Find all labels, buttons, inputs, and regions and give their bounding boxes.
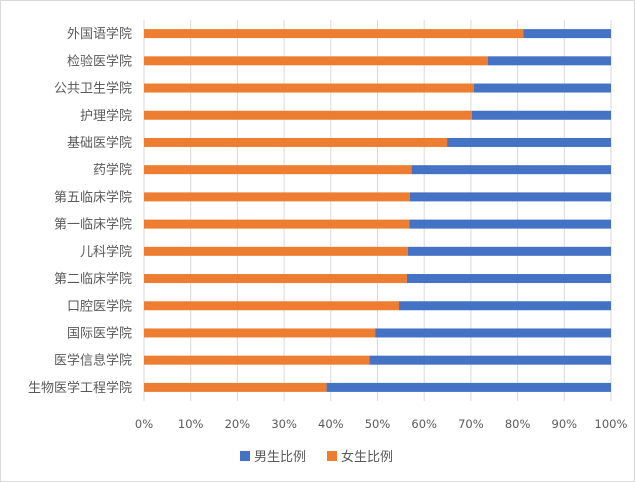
bar-male-ratio	[407, 246, 611, 256]
bar-female-ratio	[144, 355, 370, 365]
category-label: 儿科学院	[80, 244, 132, 260]
bar-male-ratio	[447, 137, 611, 147]
bar-female-ratio	[144, 192, 410, 202]
bar-male-ratio	[369, 355, 611, 365]
category-label: 基础医学院	[67, 135, 132, 151]
x-tick-label: 90%	[552, 417, 578, 431]
x-tick-label: 80%	[505, 417, 531, 431]
x-tick-label: 60%	[411, 417, 437, 431]
grid-lines	[143, 20, 612, 401]
bar-female-ratio	[144, 382, 327, 392]
legend-swatch	[240, 451, 250, 461]
category-label: 检验医学院	[67, 53, 132, 69]
x-tick-label: 20%	[225, 417, 251, 431]
category-label: 国际医学院	[67, 325, 132, 341]
bar-female-ratio	[144, 56, 488, 66]
bar-male-ratio	[326, 382, 611, 392]
x-axis-tick-labels: 0% 10% 20% 30% 40% 50% 60% 70% 80% 90% 100%	[135, 417, 628, 431]
bar-female-ratio	[144, 246, 408, 256]
legend-label: 女生比例	[341, 449, 393, 465]
category-label: 第一临床学院	[54, 217, 132, 233]
category-label: 护理学院	[80, 108, 132, 124]
bar-female-ratio	[144, 328, 376, 338]
bar-male-ratio	[471, 110, 611, 120]
category-label: 医学信息学院	[54, 353, 132, 369]
bar-male-ratio	[487, 56, 611, 66]
legend: 男生比例 女生比例	[240, 449, 393, 465]
x-tick-label: 70%	[458, 417, 484, 431]
bar-male-ratio	[411, 165, 611, 175]
x-tick-label: 50%	[365, 417, 391, 431]
bar-male-ratio	[523, 29, 611, 39]
bar-male-ratio	[409, 219, 611, 229]
category-label: 药学院	[93, 162, 132, 178]
bars	[144, 29, 611, 392]
bar-female-ratio	[144, 219, 410, 229]
x-tick-label: 100%	[595, 417, 628, 431]
bar-female-ratio	[144, 165, 412, 175]
x-tick-label: 30%	[271, 417, 297, 431]
category-label: 生物医学工程学院	[28, 380, 132, 396]
category-label: 外国语学院	[67, 26, 132, 42]
bar-male-ratio	[409, 192, 611, 202]
bar-female-ratio	[144, 274, 407, 284]
bar-male-ratio	[473, 83, 611, 93]
bar-female-ratio	[144, 301, 399, 311]
category-label: 第五临床学院	[54, 189, 132, 205]
bar-male-ratio	[398, 301, 611, 311]
bar-female-ratio	[144, 29, 524, 39]
bar-female-ratio	[144, 137, 448, 147]
category-label: 口腔医学院	[67, 298, 132, 314]
bar-male-ratio	[375, 328, 611, 338]
category-labels: 外国语学院检验医学院公共卫生学院护理学院基础医学院药学院第五临床学院第一临床学院…	[28, 26, 132, 396]
category-label: 公共卫生学院	[54, 81, 132, 97]
category-label: 第二临床学院	[54, 271, 132, 287]
x-tick-label: 40%	[318, 417, 344, 431]
legend-label: 男生比例	[254, 450, 306, 465]
x-tick-label: 0%	[135, 417, 153, 431]
bar-male-ratio	[406, 274, 611, 284]
legend-swatch	[327, 451, 337, 461]
bar-female-ratio	[144, 83, 474, 93]
x-tick-label: 10%	[178, 417, 204, 431]
bar-female-ratio	[144, 110, 472, 120]
